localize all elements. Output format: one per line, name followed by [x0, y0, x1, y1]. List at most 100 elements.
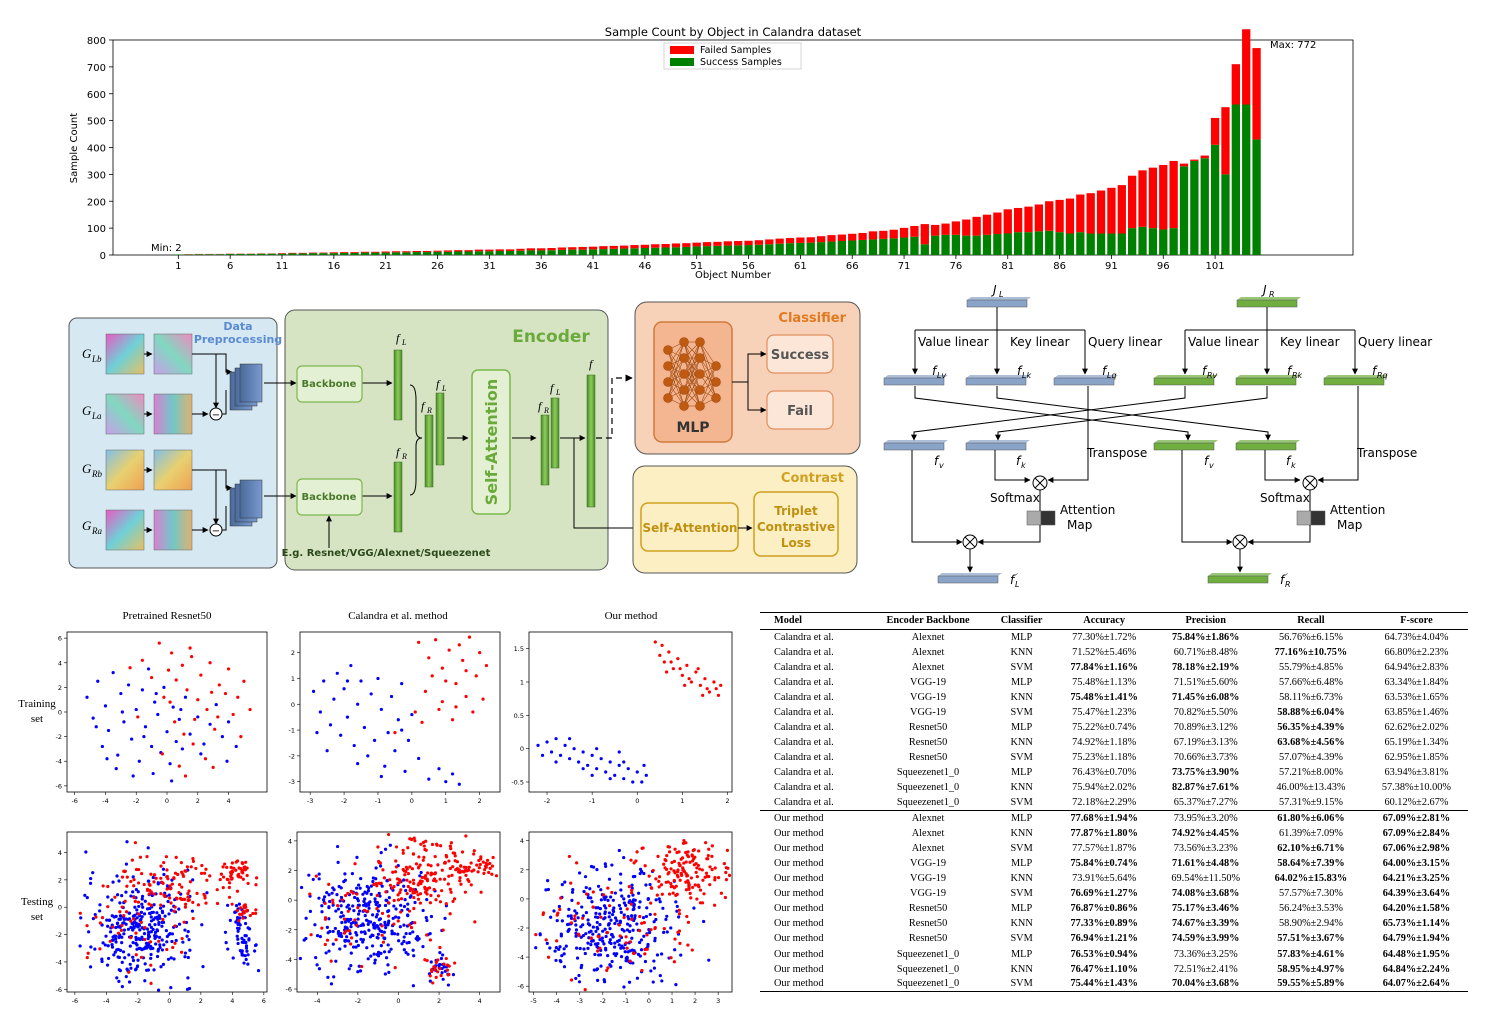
scatter-point-failure: [226, 667, 231, 671]
scatter-point-success: [383, 903, 388, 908]
bar-failed: [329, 252, 338, 254]
feature-fL-sub: L: [401, 338, 407, 347]
legend-swatch-failed: [670, 46, 694, 54]
scatter-point-success: [79, 916, 83, 920]
scatter-x-tick-label: 1: [670, 997, 674, 1005]
feature-fR-sub: R: [401, 452, 407, 461]
scatter-point-failure: [670, 884, 674, 889]
scatter-point-failure: [694, 870, 698, 874]
bar-success: [350, 252, 359, 255]
scatter-point-failure: [314, 874, 318, 878]
scatter-point-failure: [443, 860, 447, 864]
scatter-point-failure: [569, 921, 574, 925]
scatter-point-failure: [671, 667, 675, 671]
scatter-point-success: [567, 907, 571, 911]
scatter-point-success: [594, 942, 599, 946]
scatter-point-success: [707, 958, 711, 962]
scatter-point-success: [613, 773, 617, 777]
scatter-point-failure: [349, 889, 353, 893]
scatter-point-success: [85, 695, 89, 699]
scatter-point-success: [595, 867, 599, 872]
bar-success: [464, 251, 473, 255]
bar-y-tick-label: 800: [87, 36, 106, 47]
scatter-point-success: [581, 767, 585, 771]
bar-failed: [661, 243, 670, 248]
scatter-point-success: [253, 949, 257, 953]
scatter-point-failure: [366, 909, 370, 913]
table-row: Calandra et al. Resnet50 KNN 74.92%±1.18% 67…: [760, 735, 1468, 750]
scatter-point-failure: [429, 893, 433, 898]
scatter-point-success: [106, 944, 110, 948]
scatter-point-success: [586, 763, 590, 767]
scatter-point-success: [127, 911, 131, 915]
scatter-point-success: [325, 925, 329, 929]
table-cell: 76.94%±1.21%: [1070, 933, 1138, 945]
scatter-point-success: [88, 965, 93, 969]
scatter-y-tick-label: 0: [58, 709, 62, 717]
table-cell: 71.61%±4.48%: [1172, 857, 1240, 869]
scatter-point-success: [607, 877, 612, 881]
scatter-point-failure: [653, 926, 657, 930]
scatter-point-success: [365, 891, 369, 895]
table-cell: 72.51%±2.41%: [1173, 963, 1238, 975]
scatter-point-success: [617, 943, 621, 947]
scatter-point-failure: [240, 869, 244, 873]
scatter-point-failure: [640, 921, 644, 925]
feature-label-sub: Lv: [937, 371, 946, 380]
scatter-point-success: [379, 774, 383, 779]
table-cell: VGG-19: [910, 676, 947, 688]
scatter-point-success: [635, 922, 639, 926]
scatter-point-failure: [411, 878, 416, 882]
mlp-node: [679, 337, 689, 347]
scatter-point-success: [631, 961, 635, 965]
scatter-point-failure: [425, 958, 429, 963]
scatter-point-success: [615, 939, 620, 943]
scatter-point-failure: [449, 841, 453, 845]
scatter-point-success: [369, 884, 373, 888]
scatter-point-success: [622, 760, 626, 764]
scatter-point-success: [368, 920, 373, 924]
scatter-point-failure: [132, 884, 136, 888]
scatter-point-failure: [674, 884, 678, 888]
scatter-point-failure: [412, 895, 416, 900]
scatter-point-failure: [404, 869, 408, 874]
scatter-point-failure: [416, 866, 421, 870]
scatter-point-failure: [664, 880, 668, 884]
scatter-y-tick-label: 2: [288, 867, 292, 875]
bar-success: [1159, 229, 1168, 255]
feature-label-sub: Rq: [1377, 371, 1388, 380]
scatter-point-failure: [229, 865, 233, 869]
bar-success: [931, 235, 940, 255]
feature-fL-concat-label: f: [436, 377, 441, 391]
scatter-point-success: [624, 959, 628, 963]
scatter-point-success: [658, 973, 662, 978]
scatter-y-tick-label: -2: [286, 926, 292, 934]
scatter-x-tick-label: -2: [355, 997, 361, 1005]
scatter-point-success: [325, 890, 329, 895]
input-stack-bottom: [229, 479, 263, 527]
scatter-point-success: [597, 953, 601, 957]
scatter-point-failure: [710, 868, 714, 872]
scatter-point-failure: [208, 874, 212, 878]
scatter-point-success: [122, 921, 126, 925]
scatter-point-failure: [125, 875, 129, 879]
scatter-point-success: [124, 862, 129, 866]
scatter-point-success: [243, 921, 248, 926]
scatter-point-success: [112, 953, 116, 957]
scatter-point-success: [405, 913, 410, 917]
scatter-point-success: [160, 924, 164, 928]
scatter-point-failure: [235, 909, 239, 913]
table-cell: 57.57%±7.30%: [1278, 888, 1343, 900]
scatter-point-failure: [677, 912, 682, 916]
scatter-point-failure: [546, 955, 551, 959]
bar-success: [288, 253, 297, 255]
scatter-x-tick-label: 4: [230, 997, 234, 1005]
scatter-x-tick-label: 2: [693, 997, 697, 1005]
scatter-point-success: [600, 936, 604, 940]
scatter-point-success: [660, 979, 664, 983]
scatter-point-success: [655, 953, 660, 957]
bar-failed: [682, 243, 691, 247]
scatter-point-failure: [181, 872, 185, 876]
scatter-point-success: [171, 705, 175, 709]
